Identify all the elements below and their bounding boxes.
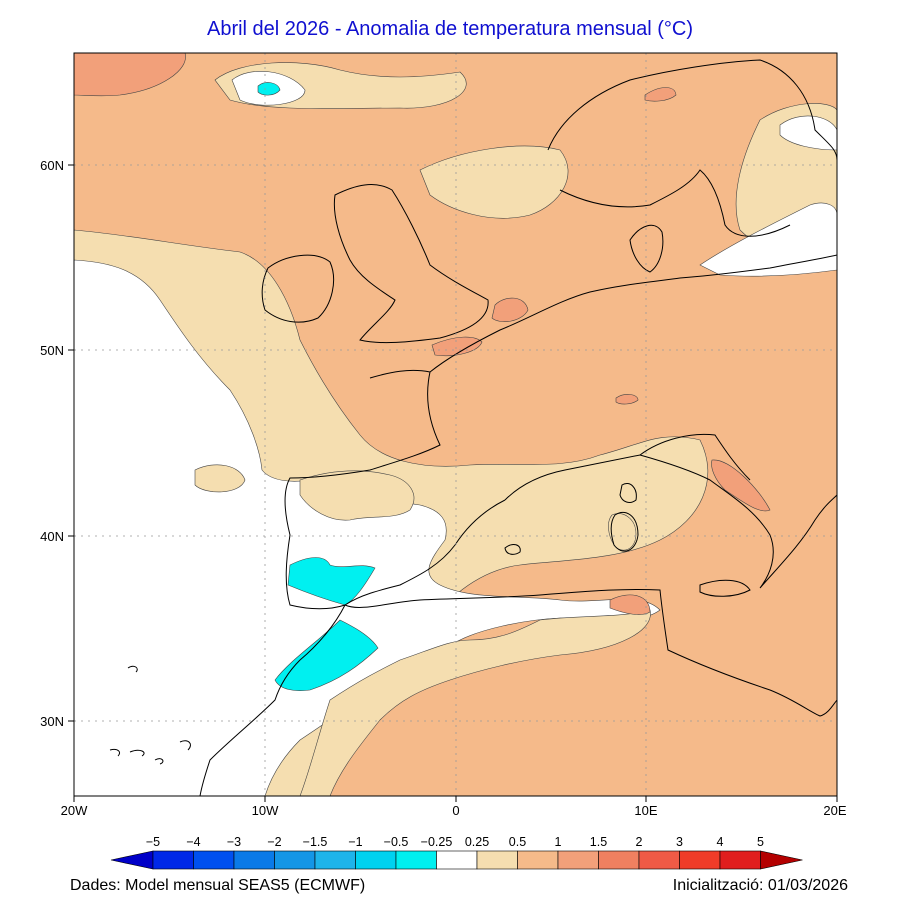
colorbar-bin	[557, 850, 599, 870]
lat-label-40n: 40N	[40, 529, 64, 544]
field-1-1.5-nw	[74, 53, 186, 97]
field-0.25-0.5-iberia	[299, 470, 415, 521]
colorbar-label: −1	[348, 835, 362, 849]
colorbar-bin	[152, 850, 194, 870]
colorbar-label: 2	[636, 835, 643, 849]
coast-canaries	[109, 740, 191, 765]
coast-north-africa	[344, 588, 837, 717]
axis-ticks	[68, 164, 838, 802]
coast-madeira	[127, 665, 138, 673]
lon-label-10e: 10E	[634, 803, 657, 818]
field-neutral-baltic	[699, 202, 837, 277]
colorbar-label: 5	[757, 835, 764, 849]
map-title: Abril del 2026 - Anomalia de temperatura…	[206, 18, 693, 40]
coast-denmark	[629, 224, 664, 273]
colorbar-label: 4	[717, 835, 724, 849]
coast-great-britain	[333, 184, 489, 344]
field-cold-portugal	[287, 557, 376, 606]
colorbar-bin	[436, 850, 478, 870]
colorbar-label: −0.5	[384, 835, 409, 849]
colorbar-arrow-low	[110, 850, 154, 870]
field-1-1.5-algeria	[609, 594, 651, 615]
field-0.25-0.5-morocco	[299, 609, 651, 796]
colorbar-bin	[517, 850, 559, 870]
colorbar-arrow-high	[760, 850, 803, 870]
coast-sicily	[699, 579, 751, 597]
colorbar: −5 −4 −3 −2 −1.5 −1 −0.5 −0.25 0.25 0.5 1 1.5 2 3 4 5	[110, 835, 803, 870]
grid-lines	[74, 53, 837, 796]
coast-ireland	[261, 254, 335, 323]
colorbar-bin	[274, 850, 316, 870]
field-1-1.5-italy	[711, 459, 771, 512]
colorbar-bin	[476, 850, 518, 870]
coast-morocco-atlantic	[199, 604, 346, 796]
colorbar-label: −0.25	[421, 835, 453, 849]
latitude-labels: 60N 50N 40N 30N	[40, 158, 64, 729]
colorbar-label: 3	[676, 835, 683, 849]
field-neutral-sweden	[779, 115, 837, 151]
coast-continental-north	[369, 254, 837, 379]
colorbar-label: −2	[267, 835, 281, 849]
coast-mediterranean-north	[504, 454, 837, 589]
lon-label-20e: 20E	[823, 803, 846, 818]
colorbar-label: −4	[186, 835, 200, 849]
longitude-labels: 20W 10W 0 10E 20E	[61, 803, 847, 818]
lat-label-50n: 50N	[40, 343, 64, 358]
colorbar-label: 0.5	[509, 835, 526, 849]
colorbar-bin	[314, 850, 356, 870]
colorbar-bin	[598, 850, 640, 870]
colorbar-label: −5	[146, 835, 160, 849]
field-cold-morocco	[274, 619, 379, 691]
field-0.25-0.5-italy	[608, 513, 637, 551]
field-1-1.5-alps	[615, 394, 639, 405]
coast-corsica	[619, 483, 637, 503]
field-1-1.5-france	[431, 336, 483, 357]
colorbar-label: 1.5	[590, 835, 607, 849]
field-1-1.5-norway	[644, 87, 677, 102]
initialization-date: Inicialització: 01/03/2026	[672, 877, 848, 894]
coast-scandinavia	[547, 59, 837, 237]
colorbar-bin	[233, 850, 275, 870]
colorbar-bin	[193, 850, 235, 870]
colorbar-bin	[638, 850, 680, 870]
colorbar-bin	[679, 850, 721, 870]
colorbar-label: −1.5	[303, 835, 328, 849]
lon-label-10w: 10W	[252, 803, 279, 818]
coast-sardinia	[610, 511, 639, 552]
colorbar-bin	[395, 850, 437, 870]
field-0.25-0.5-gascony	[194, 464, 246, 493]
anomaly-field	[74, 53, 837, 796]
colorbar-label: 1	[555, 835, 562, 849]
lon-label-0: 0	[452, 803, 459, 818]
coast-italy-west	[639, 433, 751, 481]
coastlines	[109, 59, 837, 796]
colorbar-bin	[719, 850, 761, 870]
coast-biscay-iberia	[284, 371, 506, 610]
colorbar-label: −3	[227, 835, 241, 849]
field-0.25-0.5-uk	[419, 145, 569, 219]
lat-label-30n: 30N	[40, 714, 64, 729]
colorbar-label: 0.25	[465, 835, 489, 849]
lat-label-60n: 60N	[40, 158, 64, 173]
field-cold-north	[257, 82, 281, 96]
data-source-note: Dades: Model mensual SEAS5 (ECMWF)	[70, 877, 366, 894]
lon-label-20w: 20W	[61, 803, 88, 818]
coast-balearics	[504, 544, 521, 555]
field-1-1.5-belgium	[491, 297, 529, 323]
colorbar-bin	[355, 850, 397, 870]
